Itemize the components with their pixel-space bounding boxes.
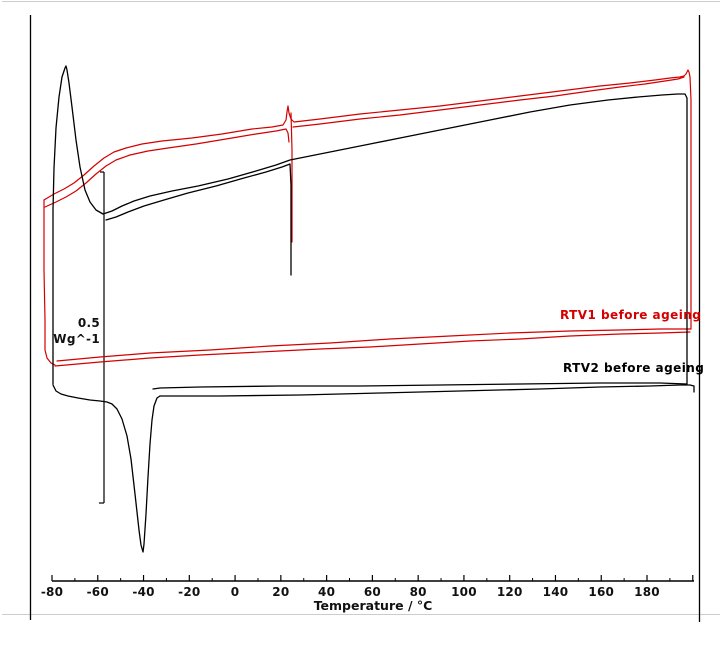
x-tick-label: 140 [542, 585, 569, 599]
curve-rtv1-heating-upper [43, 69, 692, 330]
x-tick-label: -20 [178, 585, 201, 599]
legend-rtv1-before-ageing: RTV1 before ageing [560, 308, 702, 322]
x-tick-label: -80 [40, 585, 64, 599]
x-tick-label: 100 [451, 585, 477, 599]
curve-rtv1-cooling-lower [54, 331, 691, 367]
x-tick-label: -60 [86, 585, 109, 599]
scale-bar-units-label: Wg^-1 [53, 332, 100, 346]
curve-rtv2-heating-lower [105, 163, 292, 276]
curve-rtv2-cooling-crystallization-peak [52, 384, 161, 553]
x-axis-title: Temperature / °C [313, 598, 433, 613]
curve-rtv1-left-vertical [43, 199, 56, 366]
curve-rtv2-cooling-flat-upper [152, 382, 688, 390]
curve-rtv1-heating-lower-right [292, 76, 685, 128]
x-tick-label: 160 [588, 585, 615, 599]
curve-rtv1-heating-lower-left [44, 128, 290, 208]
x-tick-label: -40 [132, 585, 155, 599]
x-tick-label: 180 [634, 585, 660, 599]
x-tick-label: 60 [363, 585, 381, 599]
legend-rtv2-before-ageing: RTV2 before ageing [563, 361, 705, 375]
x-tick-label: 120 [496, 585, 523, 599]
curve-rtv2-cooling-flat-lower [159, 384, 695, 397]
x-tick-label: 80 [409, 585, 427, 599]
scale-bar-value-label: 0.5 [77, 316, 100, 330]
x-tick-label: 40 [318, 585, 336, 599]
curve-rtv2-heating-main-with-peak [52, 65, 688, 385]
x-tick-label: 0 [230, 585, 240, 599]
curve-rtv1-cooling-upper [56, 328, 692, 362]
curve-rtv1-start-transient-25C [290, 112, 293, 243]
x-tick-label: 20 [272, 585, 290, 599]
